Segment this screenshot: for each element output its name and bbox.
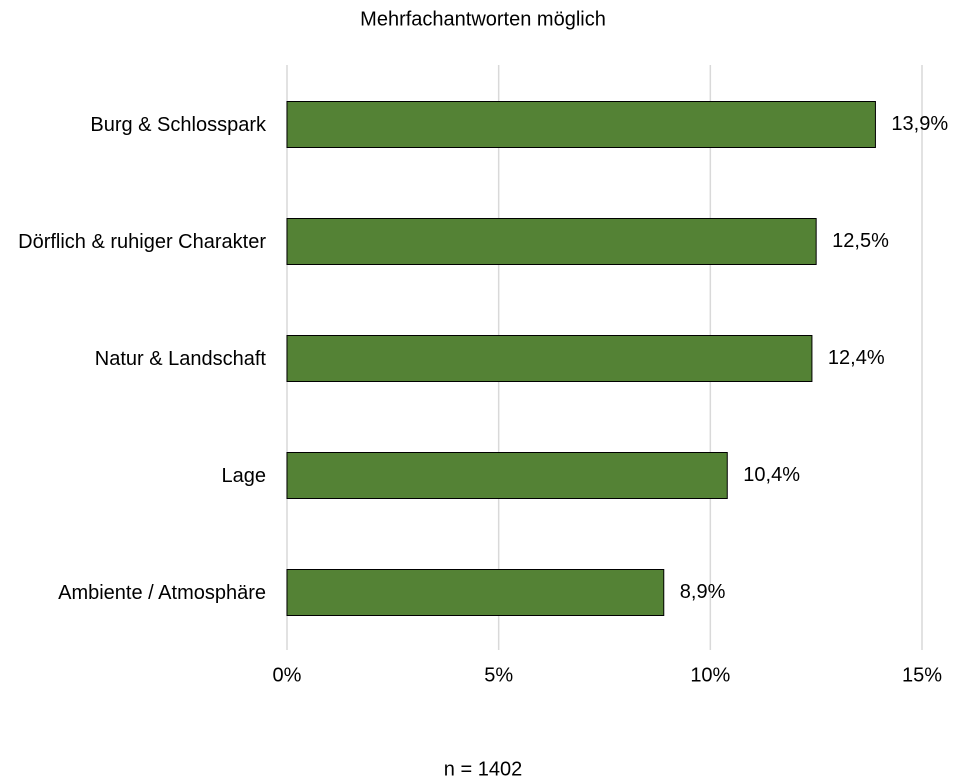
y-tick-label-box: Ambiente / Atmosphäre (0, 563, 266, 623)
chart-subtitle: Mehrfachantworten möglich (360, 8, 606, 30)
data-label: 12,4% (828, 347, 885, 369)
y-tick-label-box: Burg & Schlosspark (0, 95, 266, 155)
bar (286, 335, 813, 382)
data-label: 10,4% (743, 464, 800, 486)
y-tick-label-box: Dörflich & ruhiger Charakter (0, 212, 266, 272)
y-tick-label: Burg & Schlosspark (90, 113, 266, 136)
x-tick-label: 0% (273, 664, 302, 686)
y-tick-label: Lage (221, 464, 267, 487)
y-tick-label: Natur & Landschaft (94, 347, 266, 370)
bar (286, 218, 817, 265)
data-label: 12,5% (832, 230, 889, 252)
footnote: n = 1402 (444, 758, 522, 780)
bar (286, 452, 728, 499)
y-tick-label: Dörflich & ruhiger Charakter (18, 230, 266, 253)
data-label: 8,9% (680, 581, 726, 603)
x-tick-label: 5% (484, 664, 513, 686)
y-tick-label: Ambiente / Atmosphäre (58, 581, 266, 604)
y-tick-label-box: Natur & Landschaft (0, 329, 266, 389)
data-label: 13,9% (891, 113, 948, 135)
bar (286, 101, 876, 148)
y-tick-label-box: Lage (0, 446, 267, 506)
x-tick-label: 15% (902, 664, 942, 686)
bar (286, 569, 665, 616)
x-tick-label: 10% (690, 664, 730, 686)
